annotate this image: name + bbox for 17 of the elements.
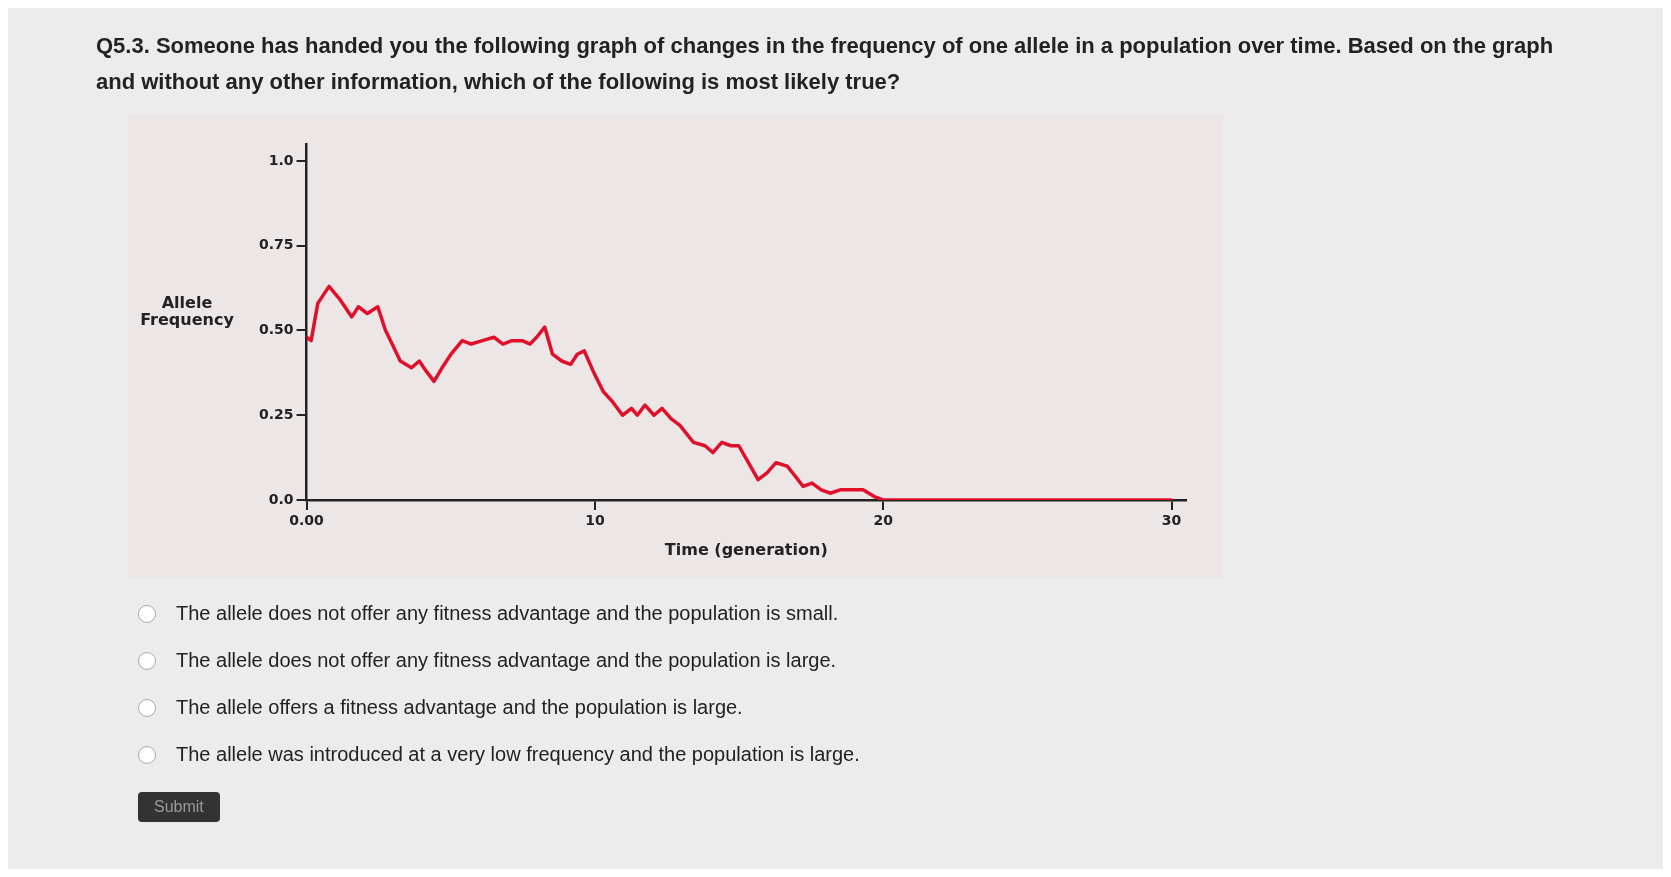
text: The allele does not offer any fitness advantage and the population is small. bbox=[176, 602, 839, 625]
x-tick-label: 10 bbox=[585, 512, 605, 529]
y-tick-label: 0.0 bbox=[268, 490, 294, 507]
text: The allele was introduced at a very low frequency and the population is large. bbox=[176, 743, 860, 766]
x-tick-label: 30 bbox=[1161, 512, 1182, 529]
text: The allele offers a fitness advantage and the population is large. bbox=[176, 696, 743, 719]
y-tick-label: 0.75 bbox=[259, 236, 294, 253]
y-tick-label: 1.0 bbox=[268, 151, 294, 168]
text: The allele does not offer any fitness advantage and the population is large. bbox=[176, 649, 837, 672]
x-tick-label: 20 bbox=[873, 512, 894, 529]
x-tick-label: 0.00 bbox=[289, 512, 325, 529]
y-tick-label: 0.50 bbox=[259, 321, 294, 338]
y-axis-title: Allele Frequency bbox=[139, 293, 235, 329]
y-tick-label: 0.25 bbox=[259, 405, 294, 422]
submit-button: Submit bbox=[138, 792, 220, 822]
chart-title: Q5.3. Someone has handed you the following graph of changes in the frequency of one allele in a population over time. Based on the graph and without any other information, which of the following is most likely true? bbox=[96, 32, 1555, 96]
x-axis-title: Time (generation) bbox=[664, 539, 828, 559]
